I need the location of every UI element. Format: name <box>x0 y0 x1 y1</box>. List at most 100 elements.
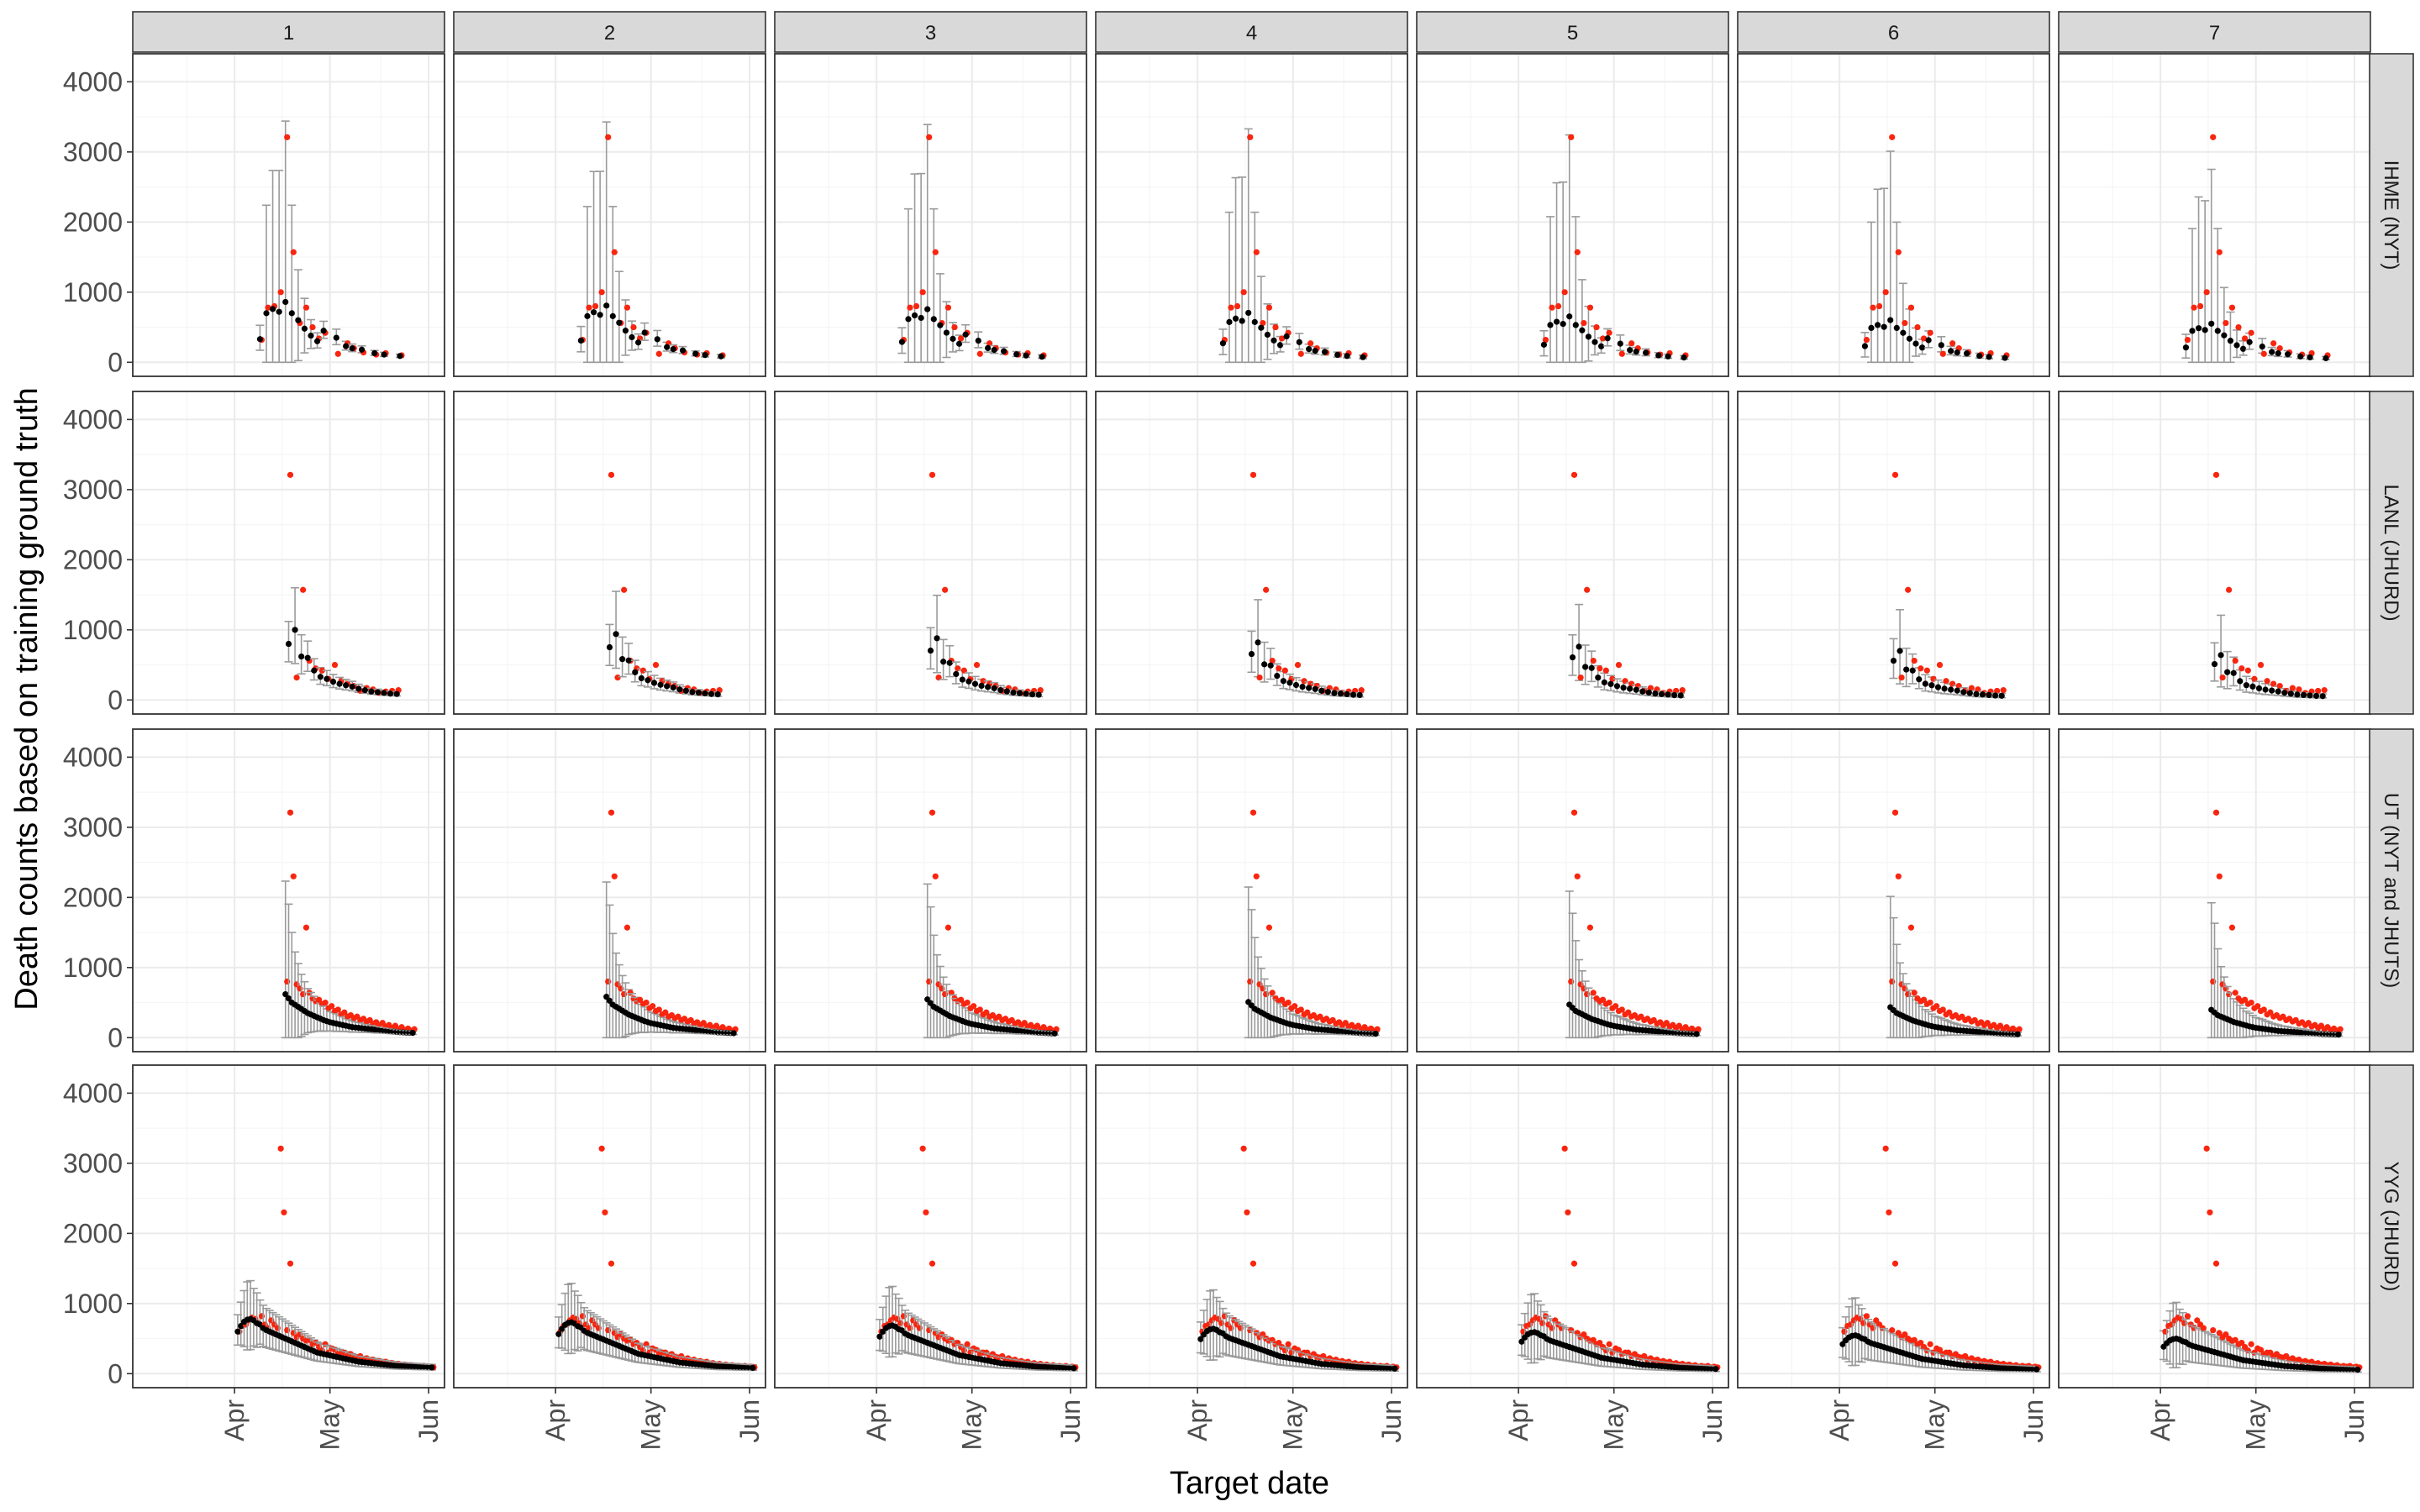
ground-truth-point <box>2264 678 2270 685</box>
ground-truth-point <box>1927 1341 1933 1347</box>
prediction-point <box>959 676 965 683</box>
ground-truth-point <box>315 996 323 1003</box>
ground-truth-point <box>1301 678 1307 685</box>
ground-truth-point <box>1889 1326 1896 1334</box>
prediction-point <box>1569 654 1576 661</box>
prediction-point <box>1588 664 1595 671</box>
ground-truth-point <box>1902 319 1908 327</box>
ground-truth-point <box>1902 1331 1908 1338</box>
prediction-point <box>387 690 394 697</box>
ground-truth-point <box>281 1209 287 1215</box>
ground-truth-point <box>655 1006 662 1013</box>
ground-truth-point <box>1930 675 1937 682</box>
prediction-point <box>1296 339 1302 345</box>
prediction-point <box>1903 666 1910 673</box>
ground-truth-point <box>284 134 291 140</box>
ground-truth-point <box>586 304 592 311</box>
prediction-point <box>282 990 289 998</box>
panel <box>1095 53 1408 377</box>
panel-border <box>1095 391 1408 715</box>
ground-truth-point <box>290 249 297 255</box>
prediction-point <box>2246 339 2253 345</box>
prediction-point <box>1633 349 1639 355</box>
panel-border <box>1737 391 2050 715</box>
panel-border <box>774 391 1087 715</box>
ground-truth-point <box>290 873 297 879</box>
prediction-point <box>1617 340 1623 347</box>
ground-truth-point <box>293 674 300 681</box>
prediction-point <box>288 310 295 317</box>
ground-truth-point <box>1228 304 1234 311</box>
prediction-point <box>1963 350 1970 357</box>
panel-background <box>2059 54 2370 376</box>
panel <box>453 391 766 715</box>
ground-truth-point <box>611 873 618 879</box>
ground-truth-point <box>1911 990 1918 996</box>
prediction-point <box>1518 1338 1525 1345</box>
prediction-point <box>238 1322 245 1330</box>
ground-truth-point <box>1920 335 1928 342</box>
prediction-point <box>654 336 660 343</box>
ground-truth-point <box>980 678 986 685</box>
prediction-point <box>1270 337 1277 344</box>
ground-truth-point <box>611 249 618 255</box>
prediction-point <box>702 690 708 697</box>
prediction-point <box>1392 1365 1398 1372</box>
prediction-point <box>953 670 960 678</box>
prediction-point <box>304 654 311 661</box>
ground-truth-point <box>964 1341 971 1347</box>
prediction-point <box>1712 1366 1719 1373</box>
prediction-point <box>1337 690 1344 697</box>
panel-border <box>132 391 445 715</box>
ground-truth-point <box>1292 1003 1298 1010</box>
prediction-point <box>2243 682 2249 689</box>
ground-truth-point <box>2337 1026 2344 1032</box>
ground-truth-point <box>2315 687 2322 695</box>
ground-truth-point <box>2000 687 2007 694</box>
panel-border <box>774 1064 1087 1389</box>
ground-truth-point <box>1914 323 1921 331</box>
prediction-point <box>2239 345 2247 352</box>
ground-truth-point <box>1615 661 1623 669</box>
ground-truth-point <box>1882 289 1889 296</box>
prediction-point <box>2307 354 2313 361</box>
panel <box>1737 728 2050 1053</box>
prediction-point <box>343 343 350 349</box>
ground-truth-point <box>1618 1006 1625 1013</box>
ground-truth-point <box>2219 674 2226 681</box>
ground-truth-point <box>923 1209 929 1215</box>
prediction-point <box>2323 354 2329 362</box>
ground-truth-point <box>1923 667 1930 674</box>
prediction-point <box>409 1030 416 1037</box>
prediction-point <box>670 684 676 690</box>
prediction-point <box>1023 690 1029 697</box>
prediction-point <box>1331 690 1338 696</box>
panel <box>2058 728 2371 1053</box>
ground-truth-point <box>932 873 939 879</box>
ground-truth-point <box>608 1260 615 1267</box>
ground-truth-point <box>1269 657 1276 664</box>
ground-truth-point <box>1294 661 1302 669</box>
prediction-point <box>2284 351 2291 358</box>
prediction-point <box>1566 313 1573 320</box>
prediction-point <box>2221 332 2228 339</box>
prediction-point <box>1306 345 1313 353</box>
ground-truth-point <box>2321 687 2328 694</box>
prediction-point <box>1261 661 1268 668</box>
prediction-point <box>1681 354 1687 361</box>
panel <box>1095 728 1408 1053</box>
ground-truth-point <box>1278 996 1286 1003</box>
panel-border <box>453 391 766 715</box>
ground-truth-point <box>1584 586 1591 593</box>
ground-truth-point <box>1873 1317 1880 1324</box>
ground-truth-point <box>2257 661 2265 669</box>
prediction-point <box>349 683 355 690</box>
prediction-point <box>1264 331 1271 339</box>
prediction-point <box>2269 687 2275 694</box>
prediction-point <box>1938 342 1944 349</box>
ground-truth-point <box>1297 1006 1304 1013</box>
ground-truth-point <box>1276 1339 1282 1347</box>
ground-truth-point <box>1249 1260 1257 1267</box>
panel <box>132 53 445 377</box>
